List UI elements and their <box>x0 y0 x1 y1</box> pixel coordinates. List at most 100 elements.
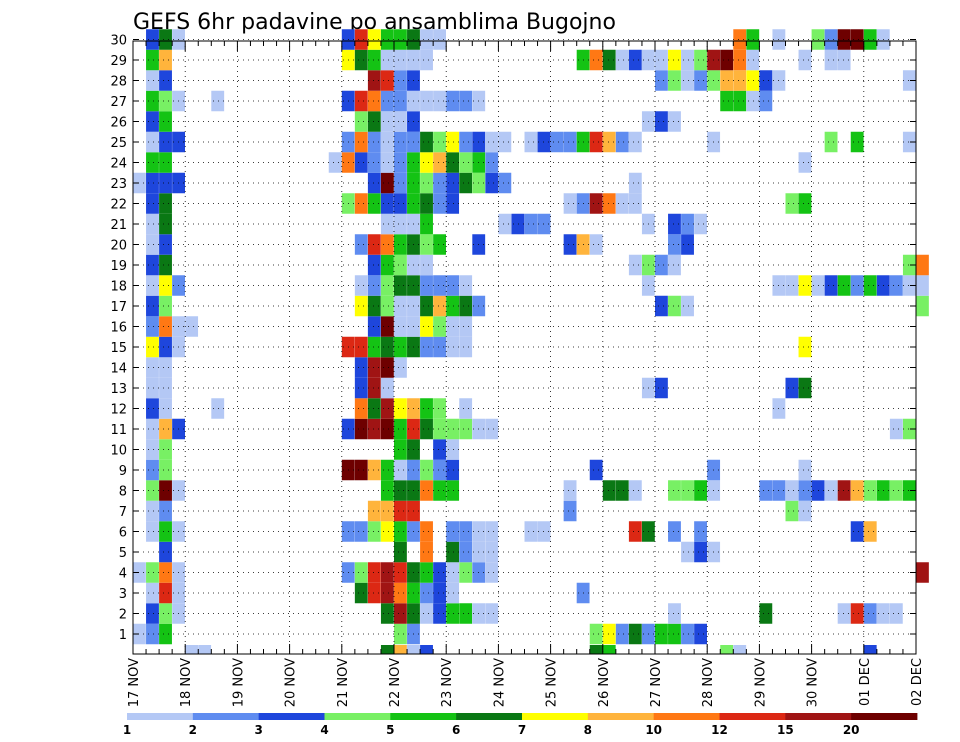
heatmap-cell <box>446 90 460 112</box>
heatmap-cell <box>589 623 603 645</box>
heatmap-cell <box>420 418 433 440</box>
heatmap-cell <box>146 623 159 645</box>
heatmap-cell <box>354 29 368 50</box>
heatmap-cell <box>146 90 159 112</box>
heatmap-cell <box>433 562 446 583</box>
x-tick-label: 17 NOV <box>127 658 142 707</box>
heatmap-cell <box>498 172 512 194</box>
heatmap-cell <box>146 459 159 481</box>
y-tick-label: 11 <box>110 423 127 438</box>
heatmap-cell <box>694 541 707 563</box>
y-tick-label: 19 <box>110 259 127 274</box>
heatmap-cell <box>367 582 381 604</box>
heatmap-cell <box>420 398 433 419</box>
y-tick-label: 21 <box>110 218 127 233</box>
heatmap-cell <box>433 295 446 317</box>
heatmap-cell <box>850 480 864 501</box>
heatmap-cell <box>498 131 512 153</box>
heatmap-cell <box>733 29 747 50</box>
heatmap-cell <box>824 131 838 153</box>
heatmap-cell <box>420 521 433 542</box>
heatmap-cell <box>420 541 433 563</box>
heatmap-cell <box>394 623 407 645</box>
heatmap-cell <box>433 418 446 440</box>
heatmap-cell <box>902 70 916 91</box>
heatmap-cell <box>668 521 681 542</box>
heatmap-cell <box>759 70 773 91</box>
colorbar-segment <box>456 713 523 720</box>
heatmap-cell <box>694 49 707 71</box>
heatmap-cell <box>146 377 159 399</box>
heatmap-cell <box>367 562 381 583</box>
heatmap-cell <box>146 398 159 419</box>
heatmap-cell <box>668 623 681 645</box>
y-tick-label: 6 <box>119 526 127 541</box>
heatmap-cell <box>394 439 407 460</box>
heatmap-cell <box>798 152 812 173</box>
heatmap-cell <box>589 234 603 255</box>
heatmap-cell <box>433 275 446 296</box>
heatmap-cell <box>380 234 394 255</box>
heatmap-cell <box>420 193 433 214</box>
heatmap-cell <box>446 172 460 194</box>
heatmap-cell <box>511 213 525 235</box>
heatmap-cell <box>694 70 707 91</box>
heatmap-cell <box>159 500 172 522</box>
heatmap-cell <box>367 500 381 522</box>
heatmap-cell <box>146 131 159 153</box>
colorbar-label: 6 <box>452 723 460 737</box>
heatmap-cell <box>446 316 460 337</box>
heatmap-cells <box>133 29 929 654</box>
heatmap-cell <box>850 521 864 542</box>
heatmap-cell <box>485 172 499 194</box>
heatmap-cell <box>367 90 381 112</box>
heatmap-cell <box>380 377 394 399</box>
heatmap-cell <box>394 254 407 276</box>
x-tick-label: 01 DEC <box>858 658 873 706</box>
heatmap-cell <box>668 111 681 132</box>
heatmap-cell <box>380 316 394 337</box>
heatmap-cell <box>902 480 916 501</box>
heatmap-cell <box>420 234 433 255</box>
heatmap-cell <box>367 275 381 296</box>
heatmap-cell <box>798 500 812 522</box>
heatmap-cell <box>159 377 172 399</box>
heatmap-cell <box>589 49 603 71</box>
heatmap-cell <box>394 213 407 235</box>
heatmap-cell <box>655 254 668 276</box>
heatmap-cell <box>524 213 538 235</box>
heatmap-cell <box>159 316 172 337</box>
heatmap-cell <box>159 49 172 71</box>
heatmap-cell <box>628 131 642 153</box>
heatmap-cell <box>433 234 446 255</box>
heatmap-cell <box>902 254 916 276</box>
heatmap-cell <box>759 480 773 501</box>
heatmap-cell <box>380 521 394 542</box>
heatmap-cell <box>681 70 694 91</box>
heatmap-cell <box>459 521 473 542</box>
heatmap-cell <box>367 521 381 542</box>
heatmap-cell <box>824 275 838 296</box>
heatmap-cell <box>354 336 368 358</box>
heatmap-cell <box>159 603 172 624</box>
y-tick-label: 3 <box>119 587 127 602</box>
heatmap-cell <box>889 603 903 624</box>
x-axis: 17 NOV 18 NOV 19 NOV 20 NOV 21 NOV 22 NOV 23 N… <box>127 41 925 707</box>
heatmap-cell <box>602 623 616 645</box>
heatmap-cell <box>394 193 407 214</box>
heatmap-cell <box>798 49 812 71</box>
heatmap-cell <box>367 131 381 153</box>
heatmap-cell <box>354 152 368 173</box>
heatmap-cell <box>380 398 394 419</box>
heatmap-cell <box>446 193 460 214</box>
y-tick-label: 14 <box>110 362 127 377</box>
heatmap-cell <box>420 295 433 317</box>
heatmap-cell <box>380 357 394 378</box>
colorbar-label: 8 <box>584 723 592 737</box>
heatmap-cell <box>394 603 407 624</box>
colorbar-label: 15 <box>777 723 794 737</box>
y-tick-label: 23 <box>110 177 127 192</box>
heatmap-cell <box>159 193 172 214</box>
heatmap-cell <box>733 645 747 654</box>
heatmap-cell <box>602 645 616 654</box>
